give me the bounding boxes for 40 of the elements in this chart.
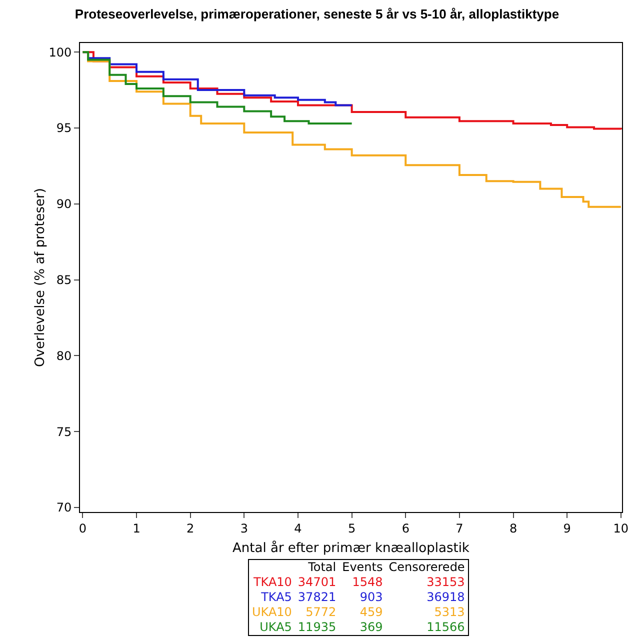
chart-title: Proteseoverlevelse, primæroperationer, seneste 5 år vs 5-10 år, alloplastiktype — [74, 6, 560, 22]
text: 459 — [358, 605, 384, 620]
text: 37821 — [296, 590, 338, 605]
text: 5313 — [433, 605, 466, 620]
text: 5772 — [304, 605, 338, 620]
text: 36918 — [426, 590, 466, 605]
text: Events — [341, 560, 384, 575]
y-axis-title: Overlevelse (% af proteser) — [33, 188, 48, 367]
text: UKA5 — [258, 620, 293, 636]
x-tick-label: 10 — [613, 521, 629, 536]
x-tick-label: 3 — [240, 521, 248, 536]
x-tick-label: 9 — [563, 521, 571, 536]
x-tick-label: 6 — [402, 521, 410, 536]
x-tick-label: 1 — [132, 521, 140, 536]
x-tick-label: 7 — [456, 521, 464, 536]
text: 33153 — [426, 575, 466, 590]
text: Censorerede — [388, 560, 466, 575]
text: 369 — [358, 620, 384, 636]
text: 903 — [358, 590, 384, 605]
x-tick-label: 4 — [294, 521, 302, 536]
y-tick-label: 70 — [56, 500, 72, 515]
text: 1548 — [351, 575, 384, 590]
y-tick-label: 90 — [56, 197, 72, 212]
text: 11566 — [426, 620, 466, 636]
x-tick-label: 8 — [509, 521, 518, 536]
text: TKA10 — [252, 575, 293, 590]
text: 11935 — [296, 620, 338, 636]
x-tick-label: 2 — [186, 521, 194, 536]
y-tick-label: 100 — [48, 45, 72, 60]
text: TKA5 — [260, 590, 293, 605]
text: 34701 — [296, 575, 338, 590]
text: Total — [307, 560, 338, 575]
y-tick-label: 80 — [56, 348, 72, 363]
y-tick-label: 85 — [56, 272, 72, 287]
y-tick-label: 95 — [56, 121, 72, 136]
x-axis-title: Antal år efter primær knæalloplastik — [232, 540, 470, 556]
y-tick-label: 75 — [56, 424, 72, 439]
text: UKA10 — [251, 605, 293, 620]
x-tick-label: 0 — [78, 521, 87, 536]
x-tick-label: 5 — [348, 521, 356, 536]
